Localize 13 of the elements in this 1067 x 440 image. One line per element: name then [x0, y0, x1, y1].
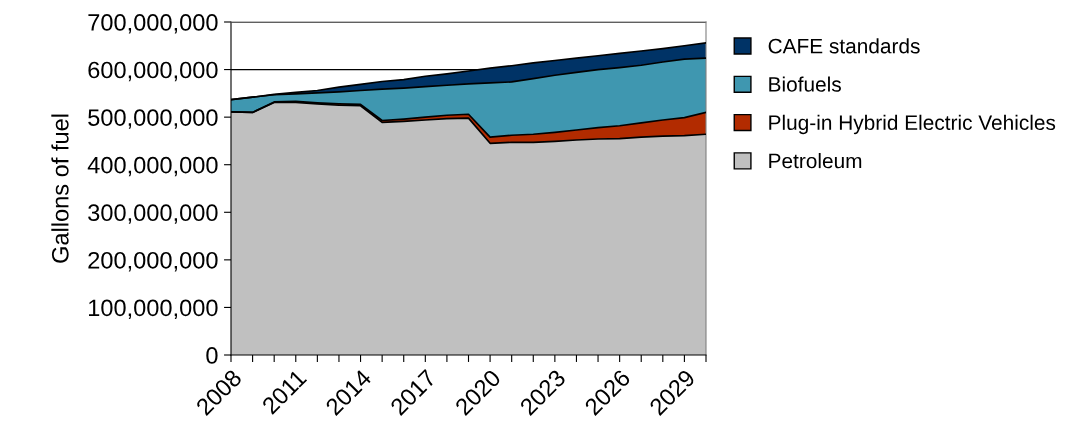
y-tick-label: 0 — [206, 347, 218, 364]
y-tick-label: 400,000,000 — [87, 156, 218, 177]
y-tick-label: 200,000,000 — [88, 251, 218, 272]
y-tick-label: 100,000,000 — [89, 299, 218, 320]
y-tick-label: 300,000,000 — [88, 204, 218, 224]
y-tick-label: 600,000,000 — [88, 61, 218, 82]
y-tick-label: 700,000,000 — [88, 14, 218, 34]
legend-label: Plug-in Hybrid Electric Vehicles — [769, 114, 1056, 135]
legend-label: CAFE standards — [768, 38, 920, 54]
y-tick-label: 500,000,000 — [88, 109, 218, 129]
legend-label: Petroleum — [769, 153, 862, 169]
legend-label: Biofuels — [769, 76, 841, 92]
y-axis-title: Gallons of fuel — [51, 114, 69, 263]
